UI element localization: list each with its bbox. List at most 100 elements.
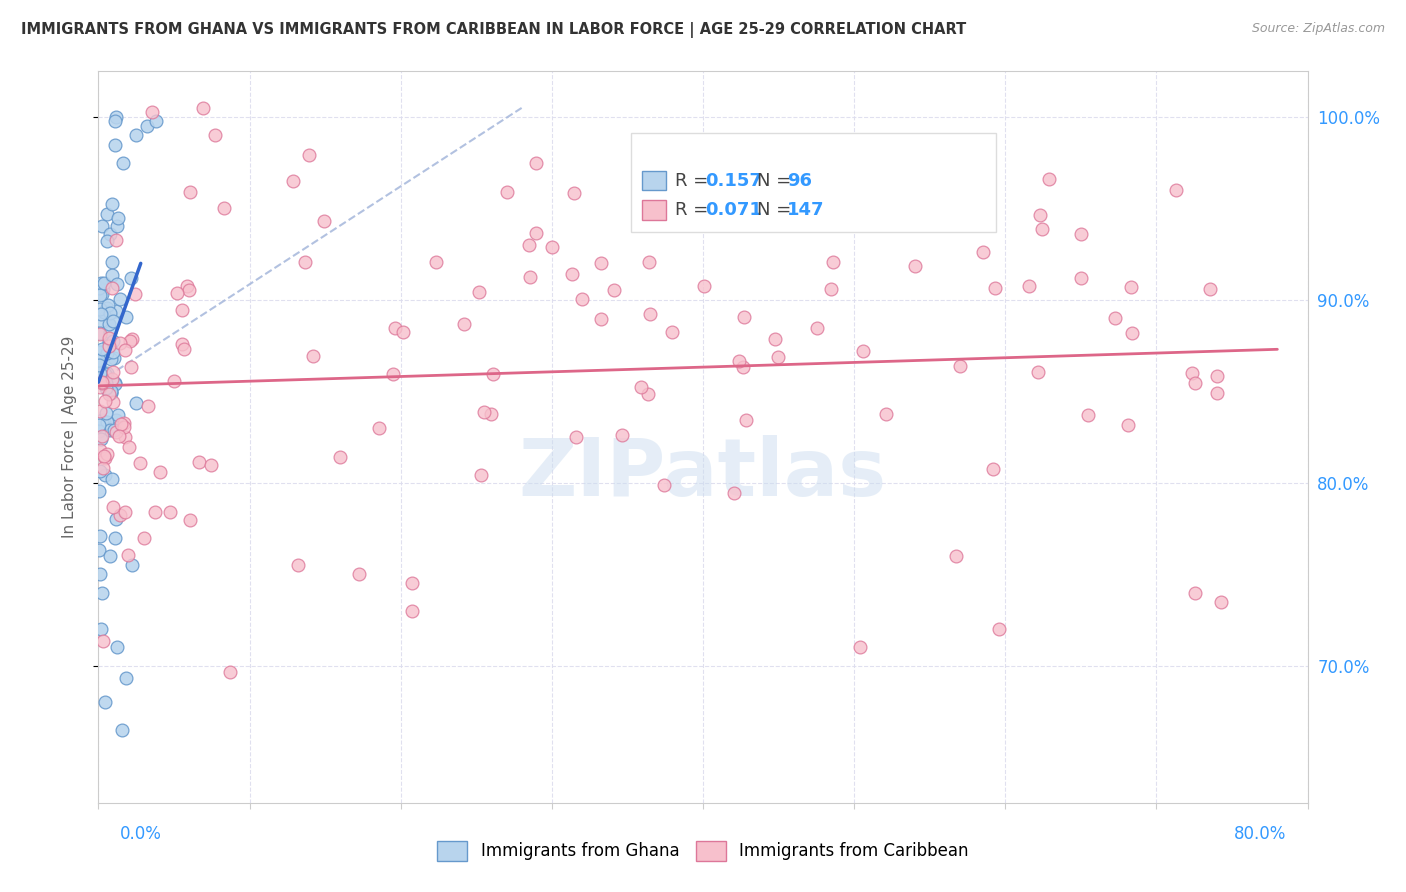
Point <box>166 285 188 300</box>
Point <box>652 477 675 491</box>
Point <box>111 723 134 737</box>
Point <box>1029 209 1052 223</box>
Point <box>107 211 129 225</box>
Point <box>98 549 121 563</box>
Point <box>479 408 502 422</box>
Point <box>97 317 120 331</box>
Point <box>94 393 117 408</box>
Point <box>735 412 758 426</box>
Point <box>96 383 118 397</box>
Point <box>96 343 118 357</box>
Point <box>981 462 1004 476</box>
Point <box>948 359 970 374</box>
Point <box>105 303 128 318</box>
Point <box>104 137 127 152</box>
Point <box>823 254 845 268</box>
Point <box>91 282 114 296</box>
Point <box>177 283 200 297</box>
Point <box>94 451 117 466</box>
Point <box>101 314 124 328</box>
Point <box>468 285 491 300</box>
Point <box>121 558 143 573</box>
Point <box>141 105 163 120</box>
Point <box>96 301 118 315</box>
Point <box>93 450 115 464</box>
Text: 147: 147 <box>787 201 824 219</box>
Point <box>640 307 662 321</box>
Point <box>105 233 128 247</box>
Point <box>368 421 391 435</box>
Text: N =: N = <box>756 171 797 189</box>
Text: R =: R = <box>675 201 714 219</box>
Legend: Immigrants from Ghana, Immigrants from Caribbean: Immigrants from Ghana, Immigrants from C… <box>430 834 976 868</box>
Point <box>472 405 495 419</box>
Point <box>90 286 112 301</box>
Point <box>90 345 112 359</box>
Point <box>89 424 111 438</box>
Point <box>114 310 136 324</box>
Point <box>101 365 124 379</box>
Point <box>294 255 316 269</box>
Point <box>128 456 150 470</box>
Point <box>87 345 110 359</box>
Point <box>193 101 215 115</box>
Point <box>425 255 447 269</box>
Point <box>96 235 118 249</box>
Point <box>495 185 517 199</box>
Point <box>101 395 124 409</box>
Point <box>136 400 159 414</box>
Point <box>170 303 193 318</box>
Point <box>89 326 111 341</box>
Point <box>89 380 111 394</box>
Point <box>143 505 166 519</box>
Point <box>728 354 751 368</box>
Point <box>200 458 222 472</box>
Point <box>984 281 1007 295</box>
Point <box>849 640 872 655</box>
Point <box>1121 326 1143 340</box>
Point <box>302 349 325 363</box>
Point <box>101 196 124 211</box>
Point <box>114 505 136 519</box>
Point <box>103 351 125 365</box>
Point <box>661 325 683 339</box>
Point <box>96 207 118 221</box>
Point <box>94 304 117 318</box>
Point <box>1026 365 1049 379</box>
Point <box>104 377 127 392</box>
Point <box>90 433 112 447</box>
Point <box>118 440 141 454</box>
Point <box>565 430 588 444</box>
Text: 0.157: 0.157 <box>706 171 762 189</box>
Point <box>91 429 114 443</box>
Point <box>101 371 124 385</box>
Point <box>170 337 193 351</box>
Point <box>104 376 127 390</box>
Point <box>100 386 122 401</box>
Point <box>1184 585 1206 599</box>
Point <box>1018 278 1040 293</box>
Point <box>214 201 236 215</box>
Point <box>112 416 135 430</box>
Point <box>94 695 117 709</box>
Point <box>1181 366 1204 380</box>
Point <box>90 585 112 599</box>
Point <box>112 155 135 169</box>
Point <box>219 665 242 679</box>
Point <box>1116 418 1139 433</box>
Point <box>89 288 111 302</box>
Point <box>112 419 135 434</box>
Point <box>87 543 110 558</box>
Point <box>115 672 138 686</box>
Point <box>610 427 633 442</box>
Point <box>98 423 121 437</box>
Point <box>481 367 503 381</box>
Point <box>988 622 1011 636</box>
Point <box>972 244 994 259</box>
Point <box>97 298 120 312</box>
Point <box>561 267 583 281</box>
Point <box>105 413 128 427</box>
Point <box>820 282 842 296</box>
Text: 0.071: 0.071 <box>706 201 762 219</box>
Point <box>89 567 111 582</box>
